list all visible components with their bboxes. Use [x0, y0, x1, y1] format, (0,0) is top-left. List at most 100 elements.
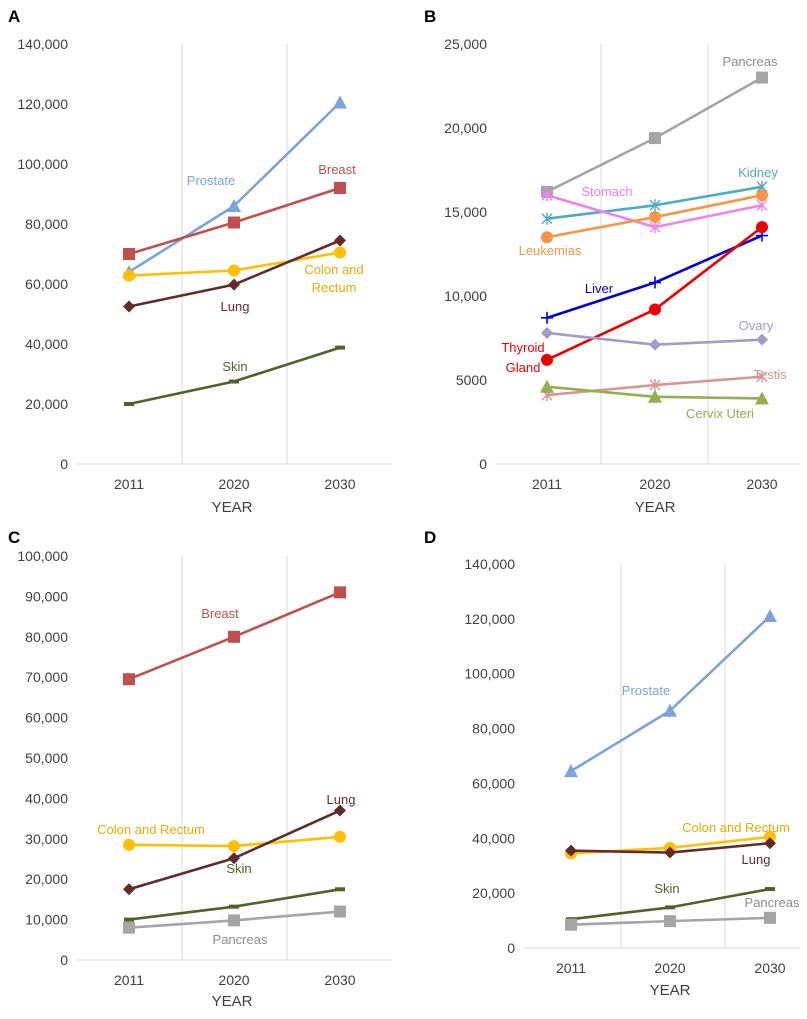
series-line [570, 615, 771, 773]
y-tick-label: 20,000 [25, 871, 68, 887]
series-pancreas: Pancreas [541, 54, 778, 198]
data-point [664, 846, 676, 859]
data-point [228, 840, 240, 853]
series-label: Prostate [187, 173, 235, 188]
data-point [123, 673, 135, 686]
panel-letter: B [424, 7, 436, 26]
series-line [128, 346, 341, 406]
data-point [333, 95, 347, 109]
chart-panel-d: D 0 20,000 40,000 60,000 80,000 100,000 120,000… [424, 528, 800, 999]
data-point [649, 132, 661, 145]
data-point [334, 234, 346, 247]
data-point [334, 830, 346, 843]
series-testis: Testis [541, 367, 787, 402]
y-tick-label: 25,000 [444, 36, 487, 52]
y-tick-label: 50,000 [25, 750, 68, 766]
series-lung: Lung [123, 234, 346, 314]
series-lung: Lung [123, 792, 355, 896]
data-point [764, 830, 776, 843]
series-pancreas: Pancreas [123, 905, 346, 947]
data-point [541, 311, 553, 324]
data-point [565, 844, 577, 857]
data-point [541, 189, 553, 202]
data-point [756, 199, 768, 212]
y-tick-label: 90,000 [25, 588, 68, 604]
series-colon-and-rectum: Colon and Rectum [97, 822, 346, 853]
x-tick-label: 2030 [324, 972, 355, 988]
series-label: Breast [201, 606, 239, 621]
data-point [228, 630, 240, 643]
y-tick-label: 80,000 [472, 721, 515, 737]
data-point [649, 211, 661, 224]
x-tick-label: 2030 [746, 476, 777, 492]
data-point [756, 189, 768, 202]
x-axis-title: YEAR [212, 499, 253, 516]
data-point [649, 303, 661, 316]
data-point [334, 905, 346, 918]
series-label: Stomach [581, 184, 632, 199]
series-skin: Skin [124, 861, 345, 922]
series-lung: Lung [565, 837, 776, 867]
data-point [123, 269, 135, 282]
y-tick-label: 20,000 [472, 885, 515, 901]
series-label: Lung [221, 299, 250, 314]
y-tick-label: 40,000 [25, 336, 68, 352]
x-axis-title: YEAR [635, 499, 676, 516]
data-point [648, 389, 662, 403]
series-label: Testis [753, 367, 787, 382]
data-point [227, 199, 241, 212]
x-tick-label: 2011 [556, 960, 586, 976]
series-label: Colon and Rectum [304, 262, 363, 295]
x-tick-label: 2011 [114, 972, 144, 988]
x-tick-label: 2020 [218, 972, 249, 988]
data-point [541, 353, 553, 366]
data-point [664, 915, 676, 928]
series-thyroid-gland: Thyroid Gland [501, 221, 768, 375]
data-point [123, 248, 135, 260]
data-point [649, 276, 661, 289]
y-tick-label: 80,000 [25, 629, 68, 645]
y-tick-label: 40,000 [25, 790, 68, 806]
x-tick-label: 2011 [532, 476, 562, 492]
data-point [541, 212, 553, 225]
y-tick-label: 140,000 [464, 556, 515, 572]
data-point [649, 379, 661, 392]
data-point [228, 278, 240, 291]
data-point [649, 199, 661, 212]
series-pancreas: Pancreas [565, 895, 800, 931]
series-label: Cervix Uteri [686, 406, 754, 421]
data-point [334, 586, 346, 599]
series-label: Skin [222, 359, 247, 374]
chart-panel-a: A 0 20,000 40,000 60,000 80,000 100,000 120,000… [8, 7, 392, 516]
data-point [228, 914, 240, 927]
y-tick-label: 20,000 [444, 120, 487, 136]
series-label: Skin [226, 861, 251, 876]
data-point [123, 921, 135, 934]
series-label: Skin [654, 881, 679, 896]
series-kidney: Kidney [541, 165, 778, 225]
series-cervix-uteri: Cervix Uteri [540, 379, 769, 421]
data-point [228, 264, 240, 277]
x-tick-label: 2020 [654, 960, 685, 976]
y-tick-label: 20,000 [25, 396, 68, 412]
y-tick-label: 120,000 [464, 611, 515, 627]
x-axis-title: YEAR [212, 993, 253, 1010]
y-tick-label: 60,000 [25, 710, 68, 726]
data-point [334, 246, 346, 259]
series-label: Liver [585, 281, 614, 296]
data-point [123, 300, 135, 313]
data-point [123, 838, 135, 851]
panel-letter: C [8, 528, 20, 547]
y-tick-label: 100,000 [17, 548, 68, 564]
data-point [541, 326, 553, 339]
data-point [756, 370, 768, 383]
y-tick-label: 5000 [456, 372, 487, 388]
y-tick-label: 10,000 [25, 912, 68, 928]
y-tick-label: 60,000 [472, 775, 515, 791]
data-point [764, 911, 776, 924]
data-point [541, 231, 553, 244]
data-point [565, 918, 577, 931]
series-stomach: Stomach [541, 184, 768, 234]
series-prostate: Prostate [564, 609, 777, 778]
y-tick-label: 80,000 [25, 216, 68, 232]
